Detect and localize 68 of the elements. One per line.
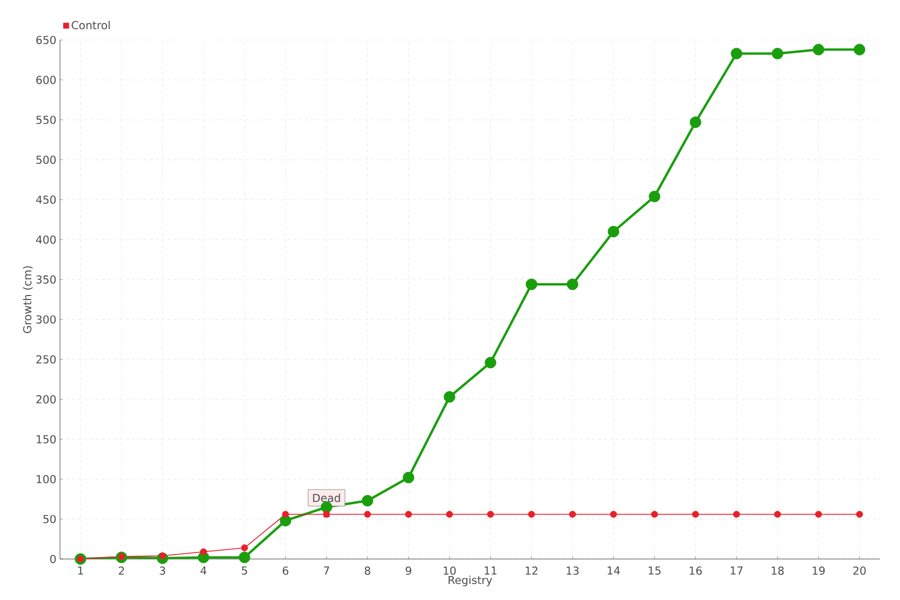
y-tick-label: 500 — [36, 156, 56, 164]
point — [774, 510, 781, 518]
point — [444, 391, 456, 403]
point — [692, 510, 699, 518]
x-tick-label: 15 — [648, 566, 661, 575]
y-tick-label: 250 — [36, 355, 56, 364]
point — [815, 510, 822, 518]
point — [402, 472, 414, 484]
legend-label: Control — [72, 20, 110, 30]
y-axis-title: Growth (cm) — [22, 266, 33, 334]
point — [526, 278, 538, 290]
y-tick-label: 150 — [36, 435, 56, 444]
point — [608, 226, 620, 238]
point — [690, 116, 702, 128]
x-tick-label: 14 — [608, 566, 620, 575]
point — [446, 510, 453, 518]
x-tick-label: 12 — [526, 566, 538, 575]
point — [610, 510, 617, 518]
point — [282, 510, 289, 518]
y-tick-label: 600 — [36, 76, 56, 84]
point — [651, 510, 658, 518]
point — [362, 494, 374, 506]
y-tick-label: 350 — [36, 275, 56, 284]
point — [238, 552, 250, 564]
y-tick-label: 550 — [36, 116, 56, 124]
x-tick-label: 11 — [484, 566, 496, 575]
x-tick-label: 20 — [853, 566, 866, 575]
y-tick-label: 300 — [36, 315, 56, 324]
y-tick-label: 650 — [36, 36, 56, 44]
point — [405, 510, 412, 518]
y-tick-label: 100 — [36, 475, 56, 484]
point — [566, 278, 578, 290]
x-tick-label: 2 — [118, 566, 124, 575]
x-tick-label: 1 — [78, 566, 83, 575]
point — [812, 44, 824, 56]
x-tick-label: 18 — [772, 566, 784, 575]
point — [487, 510, 494, 518]
x-tick-label: 13 — [566, 566, 579, 575]
point — [733, 510, 740, 518]
point — [528, 510, 535, 518]
point — [569, 510, 576, 518]
x-tick-label: 10 — [444, 566, 456, 575]
x-tick-label: 19 — [812, 566, 825, 575]
point — [730, 48, 742, 60]
y-tick-label: 400 — [36, 235, 56, 244]
point — [200, 548, 207, 556]
x-tick-label: 9 — [406, 566, 412, 575]
x-axis-title: Registry — [448, 576, 492, 586]
x-tick-label: 5 — [242, 566, 248, 575]
x-tick-label: 16 — [690, 566, 702, 575]
x-tick-label: 4 — [200, 566, 206, 575]
x-tick-label: 7 — [324, 566, 330, 575]
annotation: Dead — [313, 494, 340, 502]
point — [364, 510, 371, 518]
x-tick-label: 8 — [364, 566, 370, 575]
point — [241, 544, 248, 552]
y-tick-label: 200 — [36, 395, 56, 404]
x-tick-label: 3 — [160, 566, 166, 575]
y-tick-label: 450 — [36, 196, 56, 204]
point — [648, 190, 660, 202]
point — [854, 44, 866, 56]
y-tick-label: 0 — [50, 554, 56, 564]
x-tick-label: 6 — [282, 566, 288, 575]
x-tick-label: 17 — [730, 566, 743, 575]
point — [856, 510, 863, 518]
y-tick-label: 50 — [43, 514, 56, 524]
point — [772, 48, 784, 60]
point — [484, 356, 496, 368]
